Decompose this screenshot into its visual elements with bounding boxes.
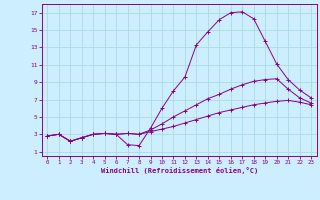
X-axis label: Windchill (Refroidissement éolien,°C): Windchill (Refroidissement éolien,°C)	[100, 167, 258, 174]
